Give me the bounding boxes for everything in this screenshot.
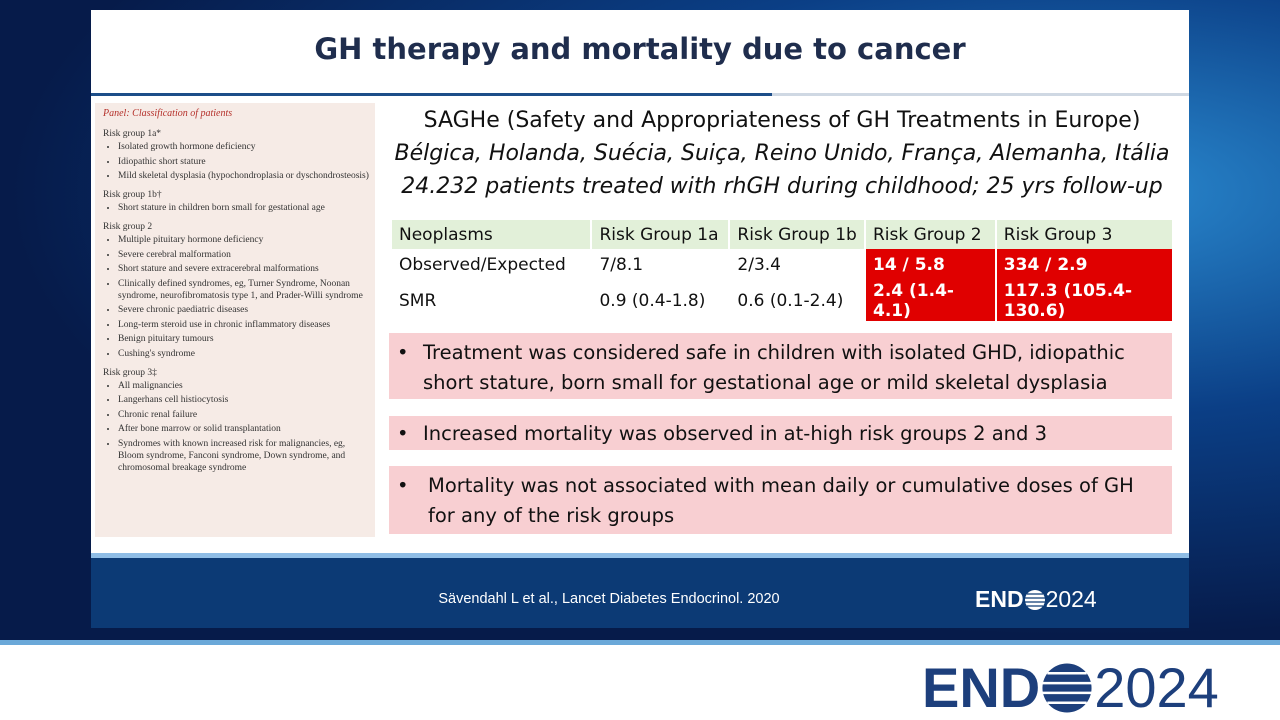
header-row: Neoplasms Risk Group 1a Risk Group 1b Risk … [389, 220, 1172, 249]
group-item: Langerhans cell histiocytosis [118, 394, 369, 406]
group-list: All malignancies Langerhans cell histiocy… [95, 380, 375, 474]
table-cell: 0.6 (0.1-2.4) [728, 281, 865, 321]
slide-footer: Sävendahl L et al., Lancet Diabetes Endo… [91, 553, 1189, 628]
study-cohort: 24.232 patients treated with rhGH during… [401, 174, 1163, 199]
group-item: Clinically defined syndromes, eg, Turner… [118, 278, 369, 302]
logo-text: END [975, 586, 1024, 612]
table-cell: 334 / 2.9 [994, 249, 1172, 281]
table-row: SMR 0.9 (0.4-1.8) 0.6 (0.1-2.4) 2.4 (1.4-4.… [389, 281, 1172, 321]
classification-panel: Panel: Classification of patients Risk g… [95, 103, 375, 537]
logo-text: 2024 [1094, 656, 1219, 719]
table-cell: 117.3 (105.4-130.6) [994, 281, 1172, 321]
header-cell: Risk Group 3 [994, 220, 1172, 249]
slide: GH therapy and mortality due to cancer P… [91, 10, 1189, 628]
table-row: Observed/Expected 7/8.1 2/3.4 14 / 5.8 334 /… [389, 249, 1172, 281]
citation: Sävendahl L et al., Lancet Diabetes Endo… [438, 591, 780, 607]
logo-globe [1024, 589, 1045, 610]
table-cell: SMR [389, 281, 592, 321]
group-item: Severe chronic paediatric diseases [118, 304, 369, 316]
study-name: SAGHe (Safety and Appropriateness of GH … [423, 108, 1141, 133]
bullet-box: • Mortality was not associated with mean … [389, 466, 1172, 534]
slide-title: GH therapy and mortality due to cancer [314, 32, 966, 66]
bullet: • [397, 474, 409, 497]
table-cell: Observed/Expected [389, 249, 592, 281]
group-list: Multiple pituitary hormone deficiency Sev… [95, 234, 375, 360]
header-cell: Risk Group 1b [728, 220, 865, 249]
group-item: Benign pituitary tumours [118, 333, 369, 345]
bullet-text: Increased mortality was observed in at-h… [423, 422, 1047, 445]
group-item: All malignancies [118, 380, 369, 392]
group-item: Mild skeletal dysplasia (hypochondroplas… [118, 170, 369, 182]
group-item: Long-term steroid use in chronic inflamm… [118, 319, 369, 331]
group-item: Chronic renal failure [118, 409, 369, 421]
table-cell: 0.9 (0.4-1.8) [590, 281, 730, 321]
group-list: Isolated growth hormone deficiency Idiopa… [95, 141, 375, 182]
group-item: Syndromes with known increased risk for … [118, 438, 369, 474]
header-cell: Risk Group 1a [590, 220, 730, 249]
table-cell: 2/3.4 [728, 249, 865, 281]
table-cell: 2.4 (1.4-4.1) [863, 281, 996, 321]
group-item: Isolated growth hormone deficiency [118, 141, 369, 153]
group-list: Short stature in children born small for… [95, 202, 375, 214]
table-cell: 14 / 5.8 [863, 249, 996, 281]
logo-globe [1042, 662, 1092, 713]
group-item: Multiple pituitary hormone deficiency [118, 234, 369, 246]
group-item: After bone marrow or solid transplantati… [118, 423, 369, 435]
header-cell: Neoplasms [389, 220, 592, 249]
bullet-box: • Increased mortality was observed in at-… [389, 416, 1172, 450]
group-heading: Risk group 2 [103, 222, 153, 232]
table-cell: 7/8.1 [590, 249, 730, 281]
results-table: Neoplasms Risk Group 1a Risk Group 1b Risk … [389, 220, 1172, 321]
group-item: Severe cerebral malformation [118, 249, 369, 261]
group-item: Short stature and severe extracerebral m… [118, 263, 369, 275]
study-countries: Bélgica, Holanda, Suécia, Suiça, Reino U… [394, 141, 1170, 166]
group-item: Short stature in children born small for… [118, 202, 369, 214]
footer-logo: END 2024 [975, 586, 1097, 613]
bullet-text: Mortality was not associated with mean d… [428, 474, 1134, 527]
banner-logo: END 2024 [922, 655, 1219, 720]
bullet-box: • Treatment was considered safe in childr… [389, 333, 1172, 399]
bullet: • [397, 422, 409, 445]
panel-title: Panel: Classification of patients [103, 108, 233, 119]
group-heading: Risk group 3‡ [103, 367, 157, 378]
group-heading: Risk group 1a* [103, 129, 162, 139]
group-item: Cushing's syndrome [118, 348, 369, 360]
logo-text: END [922, 656, 1041, 719]
logo-text: 2024 [1045, 586, 1097, 612]
group-item: Idiopathic short stature [118, 156, 369, 168]
banner: END 2024 [0, 640, 1280, 720]
group-heading: Risk group 1b† [103, 190, 162, 200]
header-cell: Risk Group 2 [863, 220, 996, 249]
title-rule [91, 93, 1189, 96]
bullet-text: Treatment was considered safe in childre… [423, 341, 1125, 394]
bullet: • [397, 341, 409, 364]
